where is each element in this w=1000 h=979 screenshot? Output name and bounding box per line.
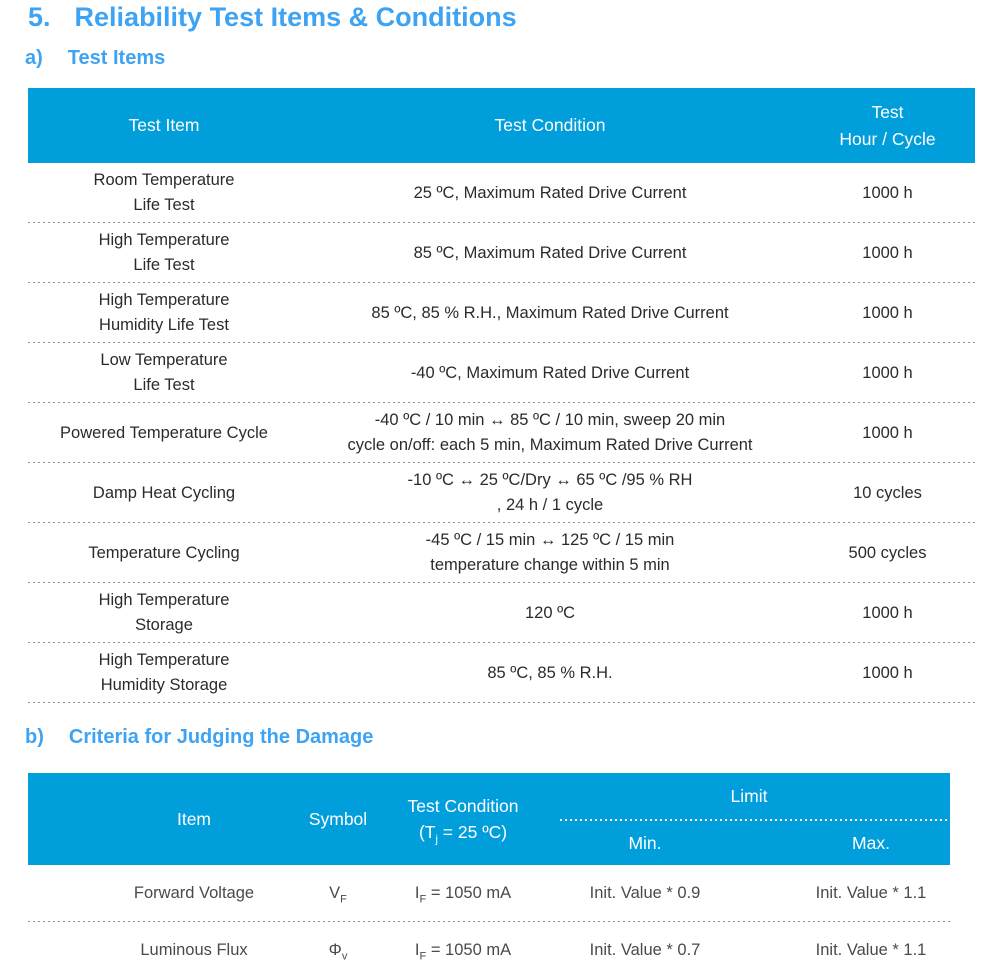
header-test-hour-cycle: Test Hour / Cycle [839,102,936,149]
condition-cell: IF = 1050 mA [414,941,512,963]
test-hour-cell: 10 cycles [853,483,922,502]
section-a-title: Test Items [67,47,166,69]
test-item-cell: Room Temperature Life Test [93,171,235,214]
table-row: Temperature Cycling -45 ºC / 15 min ↔ 12… [28,523,975,583]
header-max: Max. [852,832,890,853]
test-condition-cell: 85 ºC, Maximum Rated Drive Current [413,243,687,262]
test-condition-cell: -40 ºC, Maximum Rated Drive Current [410,363,690,382]
header-test-condition: Test Condition (Tj = 25 ºC) [378,773,548,865]
item-cell: Forward Voltage [133,884,255,903]
header-min-max-row: Min. Max. [548,821,950,866]
header-symbol: Symbol [308,808,368,829]
test-hour-cell: 1000 h [862,423,913,442]
test-hour-cell: 1000 h [862,603,913,622]
section-b-label: b) [25,726,44,748]
test-condition-cell: 85 ºC, 85 % R.H., Maximum Rated Drive Cu… [371,303,729,322]
max-limit-cell: Init. Value * 1.1 [815,884,927,903]
min-limit-cell: Init. Value * 0.9 [589,884,701,903]
test-hour-cell: 1000 h [862,363,913,382]
page-title: 5. Reliability Test Items & Conditions [28,0,517,34]
header-test-condition-tj: (Tj = 25 ºC) [418,822,508,846]
test-condition-cell: 120 ºC [524,603,576,622]
test-item-cell: Temperature Cycling [88,543,240,562]
test-item-cell: Low Temperature Life Test [100,351,228,394]
test-condition-cell: -40 ºC / 10 min ↔ 85 ºC / 10 min, sweep … [347,411,753,454]
test-item-cell: High Temperature Humidity Life Test [98,291,230,334]
header-min: Min. [628,832,662,853]
test-condition-cell: -45 ºC / 15 min ↔ 125 ºC / 15 min temper… [425,531,675,574]
table-row: High Temperature Humidity Life Test 85 º… [28,283,975,343]
header-limit: Limit [730,785,768,806]
test-hour-cell: 1000 h [862,183,913,202]
symbol-cell: VF [329,884,347,906]
symbol-cell: Φv [328,941,348,963]
limit-divider [560,819,950,821]
header-test-condition: Test Condition [494,115,606,136]
test-condition-cell: -10 ºC ↔ 25 ºC/Dry ↔ 65 ºC /95 % RH , 24… [407,471,693,514]
test-hour-cell: 1000 h [862,243,913,262]
table-row: High Temperature Humidity Storage 85 ºC,… [28,643,975,703]
item-cell: Luminous Flux [140,941,248,960]
criteria-table-header: Item Symbol Test Condition (Tj = 25 ºC) … [28,773,950,865]
test-items-table: Test Item Test Condition Test Hour / Cyc… [28,88,975,703]
test-item-cell: High Temperature Life Test [98,231,230,274]
page-title-number: 5. [28,1,51,32]
header-test-item: Test Item [128,115,200,136]
table-row: Room Temperature Life Test 25 ºC, Maximu… [28,163,975,223]
page-title-text: Reliability Test Items & Conditions [74,1,517,32]
header-limit-group: Limit Min. Max. [548,773,950,865]
min-limit-cell: Init. Value * 0.7 [589,941,701,960]
test-condition-cell: 25 ºC, Maximum Rated Drive Current [413,183,687,202]
test-item-cell: Damp Heat Cycling [92,483,236,502]
table-row: Powered Temperature Cycle -40 ºC / 10 mi… [28,403,975,463]
table-row: Forward Voltage VF IF = 1050 mA Init. Va… [28,865,950,922]
test-hour-cell: 1000 h [862,663,913,682]
table-row: Luminous Flux Φv IF = 1050 mA Init. Valu… [28,922,950,979]
max-limit-cell: Init. Value * 1.1 [815,941,927,960]
test-items-table-header: Test Item Test Condition Test Hour / Cyc… [28,88,975,163]
table-row: High Temperature Storage 120 ºC 1000 h [28,583,975,643]
section-heading-criteria: b) Criteria for Judging the Damage [25,726,373,749]
test-hour-cell: 1000 h [862,303,913,322]
table-row: Damp Heat Cycling -10 ºC ↔ 25 ºC/Dry ↔ 6… [28,463,975,523]
table-row: High Temperature Life Test 85 ºC, Maximu… [28,223,975,283]
criteria-table: Item Symbol Test Condition (Tj = 25 ºC) … [28,773,950,979]
test-item-cell: Powered Temperature Cycle [60,423,268,442]
section-heading-test-items: a) Test Items [25,47,165,70]
table-row: Low Temperature Life Test -40 ºC, Maximu… [28,343,975,403]
section-b-title: Criteria for Judging the Damage [68,726,374,748]
condition-cell: IF = 1050 mA [414,884,512,906]
section-a-label: a) [25,47,43,69]
test-condition-cell: 85 ºC, 85 % R.H. [487,663,613,682]
test-item-cell: High Temperature Storage [98,591,230,634]
header-item: Item [176,808,212,829]
test-item-cell: High Temperature Humidity Storage [98,651,230,694]
test-hour-cell: 500 cycles [848,543,927,562]
